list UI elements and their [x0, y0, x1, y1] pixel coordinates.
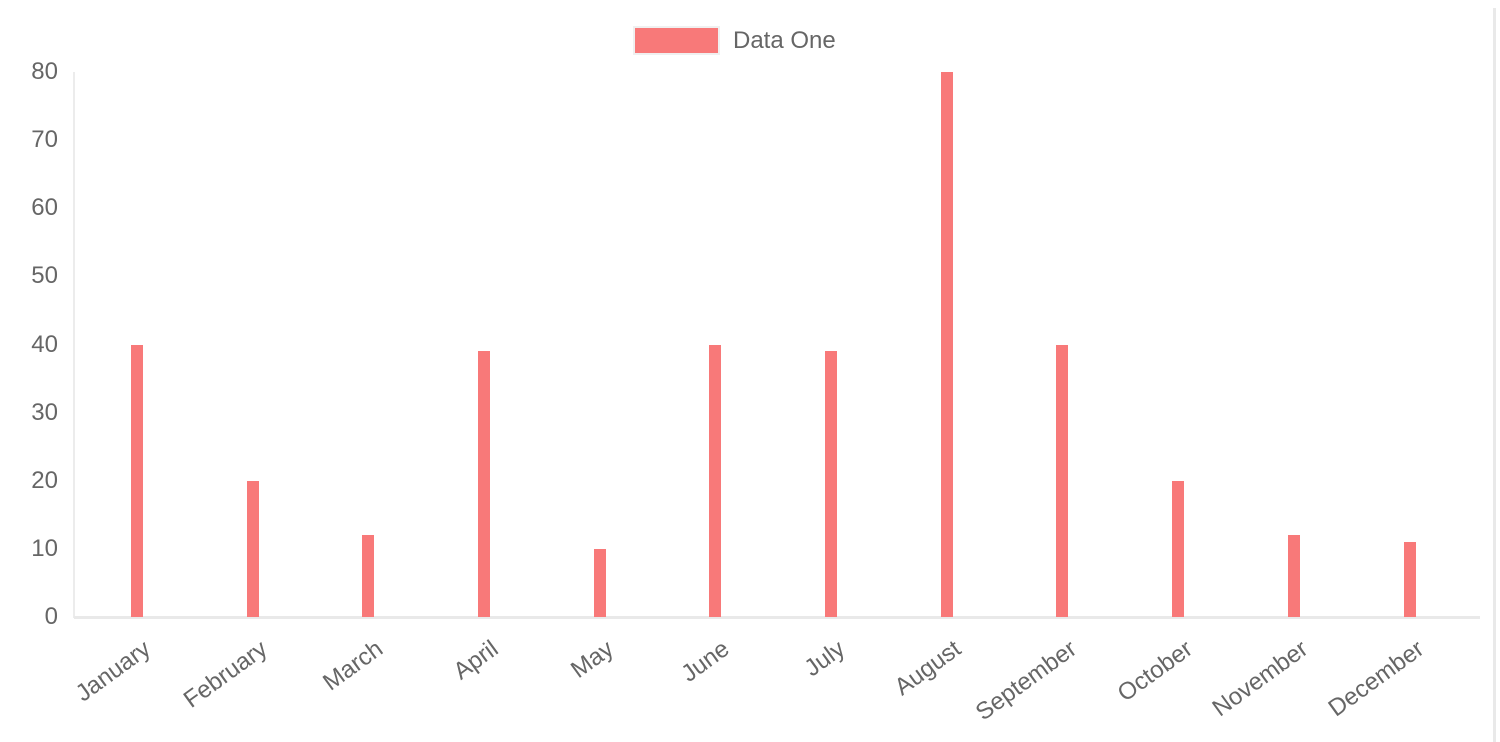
bar-november[interactable] — [1287, 535, 1300, 617]
y-tick-label-0: 0 — [44, 603, 58, 630]
bar-october[interactable] — [1172, 480, 1185, 617]
legend-item-data-one[interactable]: Data One — [633, 26, 836, 55]
y-tick-label-60: 60 — [31, 194, 58, 222]
bar-august[interactable] — [940, 72, 953, 617]
y-tick-label-20: 20 — [31, 466, 58, 494]
bar-may[interactable] — [593, 548, 606, 617]
bar-march[interactable] — [362, 535, 375, 617]
y-tick-label-50: 50 — [31, 262, 58, 290]
x-axis-line — [74, 616, 1480, 619]
y-tick-label-10: 10 — [31, 534, 58, 562]
bar-july[interactable] — [825, 351, 838, 617]
y-tick-label-40: 40 — [31, 330, 58, 358]
bar-september[interactable] — [1056, 344, 1069, 617]
bar-february[interactable] — [246, 480, 259, 617]
y-tick-label-70: 70 — [31, 126, 58, 154]
legend-swatch — [633, 26, 720, 55]
scrollbar[interactable] — [1493, 8, 1496, 742]
bar-june[interactable] — [709, 344, 722, 617]
bar-april[interactable] — [477, 351, 490, 617]
bar-january[interactable] — [130, 344, 143, 617]
y-axis-line — [73, 72, 75, 618]
y-tick-label-80: 80 — [31, 58, 58, 85]
bar-december[interactable] — [1403, 542, 1416, 617]
y-tick-label-30: 30 — [31, 398, 58, 426]
legend-label: Data One — [733, 27, 836, 54]
